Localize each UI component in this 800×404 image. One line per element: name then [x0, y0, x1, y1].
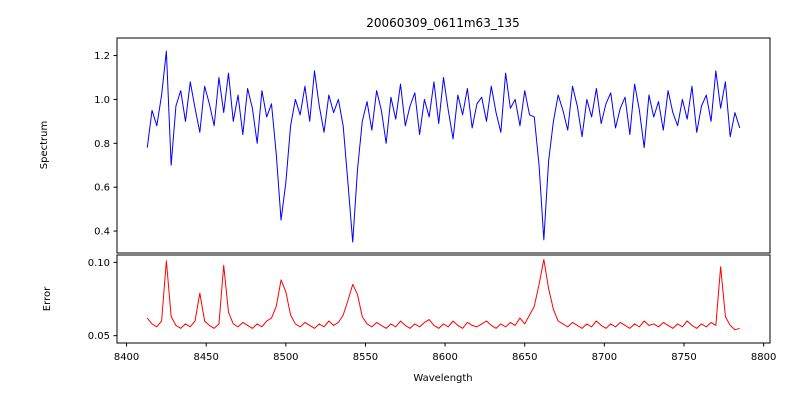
x-tick-label: 8450: [193, 352, 218, 363]
bottom-panel-frame: [116, 254, 771, 344]
x-axis-label: Wavelength: [413, 373, 472, 384]
x-tick-label: 8600: [432, 352, 457, 363]
y-tick-label: 1.0: [94, 95, 110, 106]
y-tick-label: 0.8: [94, 139, 110, 150]
x-tick-label: 8650: [512, 352, 537, 363]
chart-title: 20060309_0611m63_135: [366, 16, 519, 30]
y-tick-label: 0.10: [88, 258, 110, 269]
x-tick-label: 8500: [273, 352, 298, 363]
top-y-axis-label: Spectrum: [39, 121, 50, 169]
y-tick-label: 0.4: [94, 227, 110, 238]
x-tick-label: 8800: [751, 352, 776, 363]
spectrum-line: [146, 50, 741, 243]
plot-area: 0.4 0.6 0.8 1.0 1.2 0.05 0.10 8400 8450 8500 8550 8…: [88, 37, 776, 363]
top-panel-frame: [116, 37, 771, 254]
bottom-y-axis-label: Error: [42, 286, 53, 311]
y-tick-label: 0.6: [94, 183, 110, 194]
x-tick-label: 8750: [671, 352, 696, 363]
error-line: [146, 258, 740, 331]
x-tick-label: 8550: [353, 352, 378, 363]
y-tick-label: 1.2: [94, 51, 110, 62]
x-tick-label: 8400: [114, 352, 139, 363]
y-tick-label: 0.05: [88, 331, 110, 342]
x-tick-label: 8700: [592, 352, 617, 363]
